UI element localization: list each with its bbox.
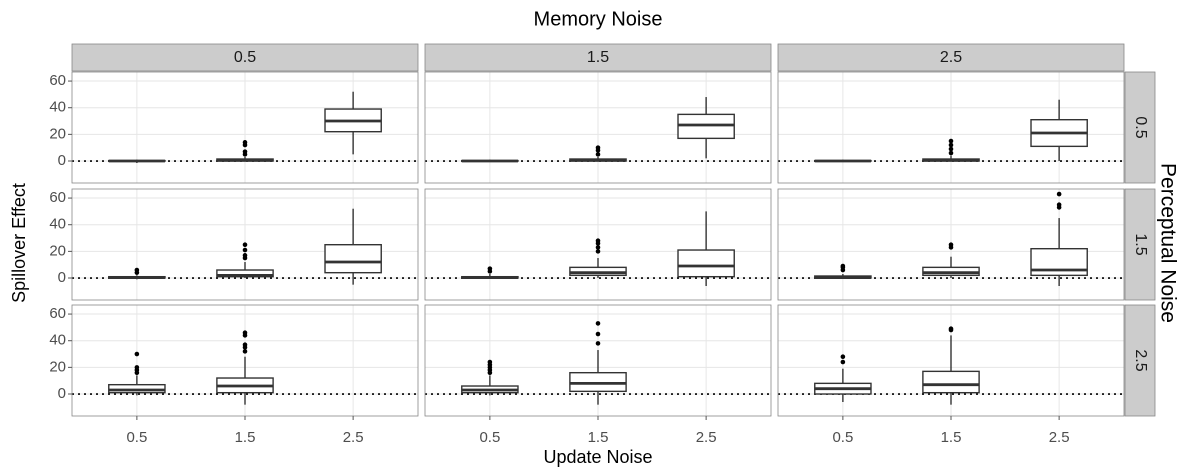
y-tick-label: 0	[58, 385, 66, 402]
outlier	[242, 253, 248, 258]
x-tick-label: 2.5	[343, 429, 364, 446]
row-strip	[1124, 304, 1156, 417]
outlier	[595, 321, 601, 326]
box	[677, 249, 735, 278]
x-axis-label: Update Noise	[543, 447, 652, 467]
outlier	[242, 247, 248, 253]
outlier	[242, 349, 248, 354]
outlier	[948, 242, 954, 247]
outlier	[595, 145, 601, 150]
y-tick-label: 20	[49, 125, 66, 142]
outlier	[134, 365, 140, 370]
column-strip-label: 2.5	[940, 49, 962, 66]
outlier	[242, 149, 248, 154]
outlier	[1056, 191, 1062, 197]
panel-border	[777, 188, 1125, 301]
panel-border	[777, 71, 1125, 184]
y-tick-label: 0	[58, 152, 66, 169]
outlier	[242, 242, 248, 247]
column-strip	[424, 43, 772, 72]
row-strip	[1124, 71, 1156, 184]
y-tick-label: 60	[49, 72, 66, 89]
x-tick-label: 2.5	[1049, 429, 1070, 446]
panel-border	[424, 188, 772, 301]
outlier	[948, 146, 954, 152]
x-tick-label: 0.5	[832, 429, 853, 446]
y-tick-label: 40	[49, 216, 66, 233]
outlier	[948, 150, 954, 156]
outlier	[840, 359, 846, 365]
y-tick-label: 20	[49, 242, 66, 259]
y-tick-label: 40	[49, 332, 66, 349]
y-axis-label: Spillover Effect	[9, 183, 29, 303]
outlier	[840, 354, 846, 360]
y-tick-label: 60	[49, 189, 66, 206]
row-facet-title: Perceptual Noise	[1156, 163, 1179, 323]
chart-title: Memory Noise	[534, 8, 663, 30]
outlier	[242, 330, 248, 336]
x-tick-label: 1.5	[941, 429, 962, 446]
outlier	[487, 359, 493, 365]
outlier	[595, 238, 601, 244]
row-strip	[1124, 188, 1156, 301]
panel-border	[71, 188, 419, 301]
outlier	[134, 267, 140, 273]
x-tick-label: 1.5	[588, 429, 609, 446]
row-strip-label: 0.5	[1132, 116, 1149, 138]
column-strip-label: 1.5	[587, 49, 609, 66]
outlier	[595, 152, 601, 157]
outlier	[134, 351, 140, 357]
box	[324, 243, 382, 274]
outlier	[840, 263, 846, 269]
box	[922, 370, 980, 394]
x-tick-label: 0.5	[479, 429, 500, 446]
column-strip-label: 0.5	[234, 49, 256, 66]
panel-border	[424, 71, 772, 184]
column-strip	[777, 43, 1125, 72]
outlier	[948, 326, 954, 332]
outlier	[242, 140, 248, 145]
y-tick-label: 40	[49, 99, 66, 116]
panel-border	[71, 71, 419, 184]
column-strip	[71, 43, 419, 72]
outlier	[595, 245, 601, 250]
outlier	[948, 138, 954, 144]
outlier	[595, 249, 601, 254]
outlier	[948, 142, 954, 148]
row-strip-label: 2.5	[1132, 349, 1149, 371]
y-tick-label: 0	[58, 269, 66, 286]
row-strip-label: 1.5	[1132, 233, 1149, 255]
outlier	[487, 266, 493, 271]
y-tick-label: 20	[49, 358, 66, 375]
outlier	[1056, 202, 1062, 208]
x-tick-label: 0.5	[126, 429, 147, 446]
x-tick-label: 2.5	[696, 429, 717, 446]
y-tick-label: 60	[49, 305, 66, 322]
outlier	[595, 331, 601, 337]
x-tick-label: 1.5	[235, 429, 256, 446]
outlier	[595, 341, 601, 346]
outlier	[242, 342, 248, 348]
